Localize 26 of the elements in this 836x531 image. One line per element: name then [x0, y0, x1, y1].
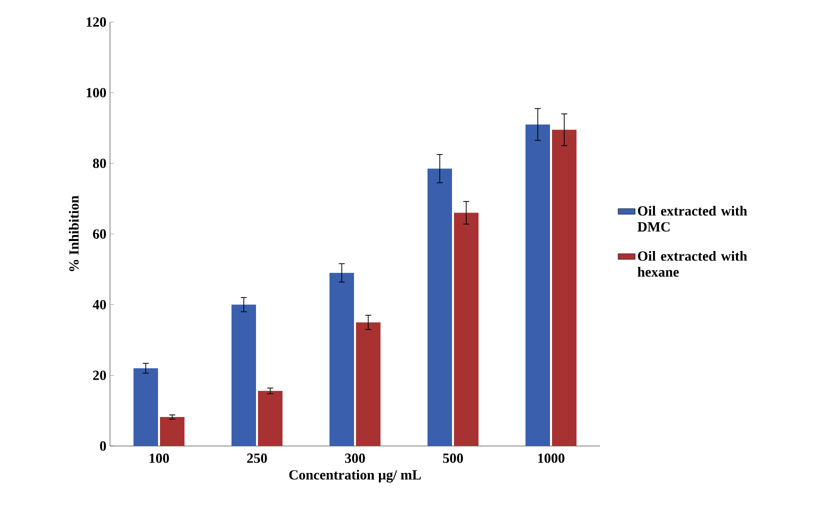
y-tick-label: 80	[93, 158, 106, 168]
bar	[258, 390, 283, 446]
x-tick-label: 300	[345, 454, 365, 463]
x-tick-label: 1000	[538, 454, 564, 463]
y-tick-label: 60	[93, 229, 106, 239]
bar	[232, 304, 256, 446]
y-tick-label: 0	[100, 441, 106, 451]
bar	[454, 212, 479, 446]
x-tick-label: 500	[443, 454, 463, 463]
bar	[134, 368, 158, 446]
y-tick-label: 100	[86, 88, 106, 98]
legend-label: Oil extracted with hexane	[638, 250, 748, 277]
legend-label: Oil extracted with DMC	[638, 206, 748, 232]
y-tick-label: 20	[93, 370, 106, 380]
y-axis-title: % Inhibition	[68, 196, 79, 272]
bar	[526, 124, 550, 446]
y-tick-label: 120	[86, 17, 106, 27]
y-tick-label: 40	[92, 300, 106, 310]
bar	[356, 322, 381, 446]
bar	[330, 272, 354, 446]
bar	[160, 417, 184, 446]
bar	[428, 168, 452, 446]
x-tick-label: 250	[247, 454, 267, 463]
x-tick-label: 100	[150, 454, 169, 463]
bar	[552, 130, 577, 446]
x-axis-title: Concentration µg/ mL	[289, 470, 421, 483]
